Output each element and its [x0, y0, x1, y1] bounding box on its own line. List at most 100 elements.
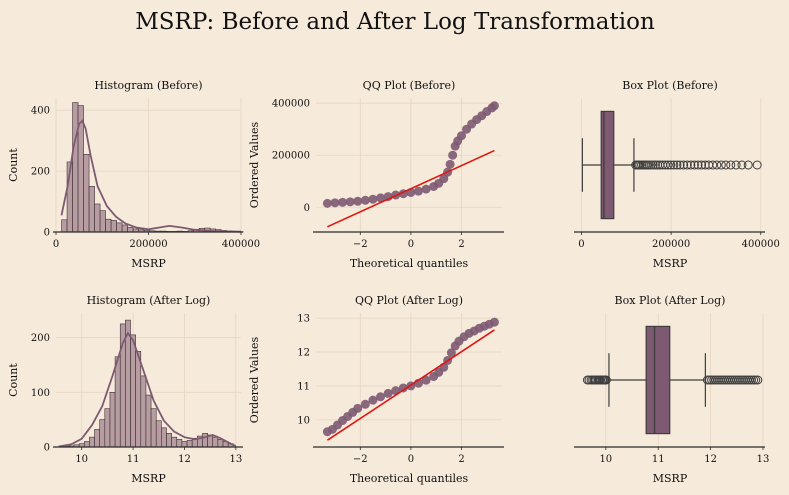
box-outlier: [751, 375, 761, 385]
x-tick-label: 0: [408, 239, 414, 250]
box-outlier: [746, 375, 756, 385]
kde-curve: [60, 119, 242, 233]
box-outlier: [601, 375, 611, 385]
box-outlier: [731, 160, 741, 170]
x-tick-label: 10: [75, 454, 88, 465]
x-tick-label: −2: [353, 454, 368, 465]
box-outlier: [669, 160, 679, 170]
x-tick-label: 13: [229, 454, 242, 465]
x-tick-label: −2: [353, 239, 368, 250]
box-outlier: [682, 160, 692, 170]
histogram-bar: [181, 441, 188, 448]
histogram-bar: [127, 227, 134, 233]
histogram-bar: [72, 102, 79, 233]
y-axis-label: Ordered Values: [248, 336, 261, 423]
qq-point: [448, 150, 458, 160]
panel-title: QQ Plot (After Log): [355, 294, 463, 307]
panel-title: Histogram (After Log): [87, 294, 211, 307]
figure-title: MSRP: Before and After Log Transformatio…: [135, 9, 655, 35]
qq-point: [368, 395, 378, 405]
qq-point: [383, 388, 393, 398]
y-axis-label: Count: [7, 363, 20, 397]
histogram-bar: [176, 439, 183, 448]
x-tick-label: 400000: [222, 239, 260, 250]
y-tick-label: 200000: [272, 151, 310, 162]
box-outlier: [672, 160, 682, 170]
histogram-bar: [121, 224, 128, 233]
qq-point: [439, 174, 449, 184]
histogram-bar: [99, 419, 106, 448]
histogram-bar: [88, 186, 95, 233]
histogram-bar: [116, 222, 123, 233]
qq-point: [457, 131, 467, 141]
panel-hist_after: Histogram (After Log) 10 11 12 13 0 100 200 MSRP…: [7, 294, 243, 485]
y-axis-label: Ordered Values: [248, 121, 261, 208]
histogram-bar: [61, 219, 68, 233]
panel-title: QQ Plot (Before): [363, 79, 456, 92]
histogram-bar: [83, 441, 90, 448]
box-outlier: [743, 160, 753, 170]
qq-point: [345, 197, 355, 207]
histogram-bar: [105, 218, 112, 233]
box-outlier: [663, 160, 673, 170]
x-axis-label: MSRP: [131, 257, 166, 270]
histogram-bar: [140, 375, 147, 448]
qq-point: [322, 198, 332, 208]
panel-qq_after: QQ Plot (After Log) −2 0 2 10 11 12 13 Theoretic…: [248, 294, 504, 485]
y-tick-label: 200: [31, 333, 50, 344]
qq-point: [376, 392, 386, 402]
panel-hist_before: Histogram (Before) 0 200000 400000 0 200 400 MS…: [7, 79, 260, 270]
x-tick-label: 2: [458, 454, 464, 465]
qq-point: [330, 198, 340, 208]
x-tick-label: 200000: [652, 239, 690, 250]
histogram-bar: [217, 439, 224, 448]
histogram-bar: [135, 350, 142, 448]
y-axis-label: Count: [7, 148, 20, 182]
x-axis-label: Theoretical quantiles: [350, 257, 469, 270]
x-tick-label: 11: [652, 454, 665, 465]
box-outlier: [721, 160, 731, 170]
histogram-bar: [130, 334, 136, 448]
box-outlier: [708, 160, 718, 170]
kde-curve: [58, 331, 237, 448]
y-tick-label: 0: [44, 443, 50, 454]
histogram-bar: [110, 220, 117, 233]
qq-point: [360, 195, 370, 205]
box-outlier: [749, 375, 759, 385]
x-tick-label: 11: [127, 454, 140, 465]
histogram-bar: [155, 420, 162, 448]
box-outlier: [648, 160, 658, 170]
x-axis-label: MSRP: [131, 472, 166, 485]
y-tick-label: 400: [31, 106, 50, 117]
y-tick-label: 200: [31, 167, 50, 178]
histogram-bar: [161, 427, 167, 448]
qq-point: [398, 383, 408, 393]
box-outlier: [726, 160, 736, 170]
x-tick-label: 0: [408, 454, 414, 465]
histogram-bar: [94, 203, 101, 233]
qq-point: [446, 348, 456, 358]
y-tick-label: 10: [297, 415, 310, 426]
histogram-bar: [83, 154, 90, 233]
x-tick-label: 0: [578, 239, 584, 250]
qq-point: [338, 197, 348, 207]
x-tick-label: 200000: [129, 239, 167, 250]
x-tick-label: 0: [53, 239, 59, 250]
box-outlier: [737, 160, 747, 170]
histogram-bar: [145, 394, 152, 448]
panel-title: Histogram (Before): [94, 79, 202, 92]
panel-qq_before: QQ Plot (Before) −2 0 2 0 200000 400000 Theoret…: [248, 79, 504, 270]
histogram-bar: [186, 440, 193, 448]
box-iqr: [600, 110, 615, 220]
panel-box_after: Box Plot (After Log) 10 11 12 13 MSRP: [574, 294, 769, 485]
qq-fit-line: [326, 329, 495, 441]
box-outlier: [675, 160, 685, 170]
x-tick-label: 13: [757, 454, 770, 465]
box-outlier: [753, 375, 763, 385]
panel-title: Box Plot (Before): [622, 79, 718, 92]
box-outlier: [650, 160, 660, 170]
x-tick-label: 12: [704, 454, 717, 465]
histogram-bar: [109, 392, 116, 448]
qq-point: [360, 399, 370, 409]
